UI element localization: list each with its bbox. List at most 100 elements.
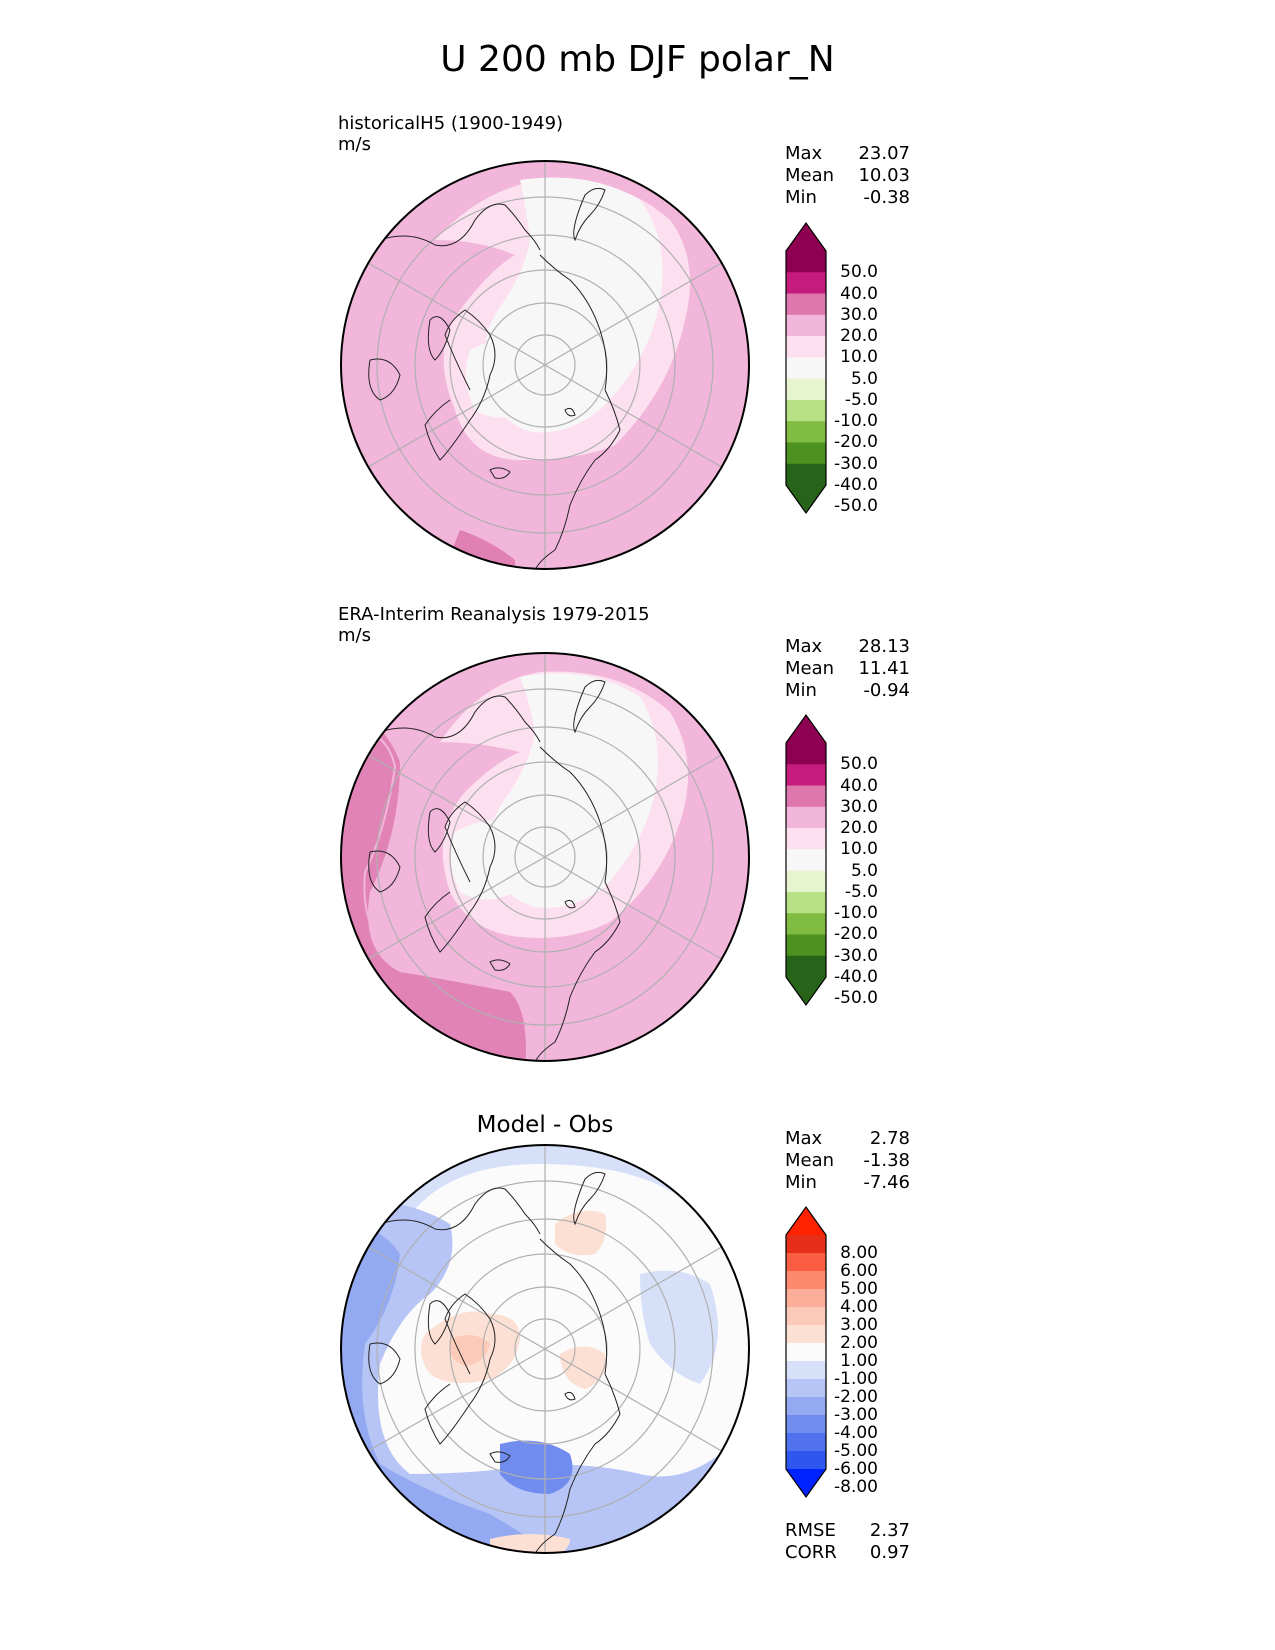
panel-1-polar-map xyxy=(340,160,750,570)
colorbar-tick-label: 4.00 xyxy=(840,1297,878,1317)
colorbar-segment xyxy=(786,1325,826,1344)
colorbar-extend-min xyxy=(786,1469,826,1497)
colorbar-tick-label: -10.0 xyxy=(834,903,878,924)
colorbar-tick-label: -6.00 xyxy=(834,1459,878,1479)
colorbar-segment xyxy=(786,1451,826,1470)
colorbar-tick-label: -20.0 xyxy=(834,432,878,453)
colorbar-outline xyxy=(785,1205,827,1499)
colorbar-tick-label: -20.0 xyxy=(834,924,878,945)
colorbar-tick-label: -2.00 xyxy=(834,1387,878,1407)
colorbar-segment xyxy=(786,785,826,808)
panel-1-units: m/s xyxy=(338,134,371,155)
colorbar-tick-label: -4.00 xyxy=(834,1423,878,1443)
stat-mean-value: 10.03 xyxy=(858,165,910,186)
colorbar-segment xyxy=(786,442,826,465)
stat-mean-label: Mean xyxy=(785,165,835,186)
colorbar-segment xyxy=(786,1235,826,1254)
field-region-neg1 xyxy=(341,1145,749,1294)
colorbar-tick-label: 50.0 xyxy=(840,754,878,775)
colorbar-segment xyxy=(786,314,826,337)
contour xyxy=(363,731,506,983)
coastlines xyxy=(368,1171,621,1553)
map-boundary xyxy=(340,160,750,570)
colorbar-extend-min xyxy=(786,485,826,513)
colorbar-segment xyxy=(786,293,826,316)
colorbar-segment xyxy=(786,1379,826,1398)
colorbar-segment xyxy=(786,336,826,358)
colorbar-tick-label: -40.0 xyxy=(834,475,878,495)
colorbar-tick-label: 20.0 xyxy=(840,818,878,839)
corr-label: CORR xyxy=(785,1542,837,1563)
colorbar-tick-label: 3.00 xyxy=(840,1315,878,1335)
colorbar-tick-label: -5.00 xyxy=(834,1441,878,1461)
colorbar-tick-label: -30.0 xyxy=(834,453,878,474)
panel-2-label: ERA-Interim Reanalysis 1979-2015 xyxy=(338,604,650,625)
stat-min-label: Min xyxy=(785,187,817,208)
colorbar-tick-label: 10.0 xyxy=(840,347,878,368)
colorbar-tick-label: 6.00 xyxy=(840,1261,878,1281)
colorbar-segment xyxy=(786,272,826,295)
colorbar-tick-label: 5.00 xyxy=(840,1279,878,1299)
colorbar-segment xyxy=(786,806,826,829)
stat-max-label: Max xyxy=(785,636,823,657)
colorbar-extend-max xyxy=(786,1207,826,1235)
stat-max-value: 2.78 xyxy=(869,1128,910,1149)
colorbar-tick-label: -50.0 xyxy=(834,988,878,1009)
graticule xyxy=(367,652,723,1062)
panel-3-polar-map xyxy=(340,1144,750,1554)
colorbar-tick-label: -8.00 xyxy=(834,1477,878,1497)
panel-3-title: Model - Obs xyxy=(476,1112,614,1138)
coastlines xyxy=(368,679,621,1061)
colorbar-segment xyxy=(786,1253,826,1272)
colorbar-segment xyxy=(786,421,826,443)
colorbar-segment xyxy=(786,1433,826,1452)
field-region-5b xyxy=(466,336,546,418)
colorbar-outline xyxy=(785,221,827,515)
colorbar-tick-label: -50.0 xyxy=(834,496,878,517)
colorbar-tick-label: -1.00 xyxy=(834,1369,878,1389)
colorbar-tick-label: -30.0 xyxy=(834,945,878,966)
colorbar-tick-label: -10.0 xyxy=(834,411,878,432)
stat-max-value: 23.07 xyxy=(858,143,910,164)
field-region-pos1c xyxy=(560,1346,606,1389)
colorbar-tick-label: 10.0 xyxy=(840,839,878,860)
stat-min-value: -0.38 xyxy=(863,187,910,208)
panel-2-colorbar xyxy=(785,713,827,1007)
colorbar-tick-label: -5.0 xyxy=(844,881,878,902)
colorbar-tick-label: 50.0 xyxy=(840,262,878,283)
stat-mean-value: 11.41 xyxy=(858,658,910,679)
stat-min-value: -0.94 xyxy=(863,680,910,701)
rmse-value: 2.37 xyxy=(869,1520,910,1541)
colorbar-segment xyxy=(786,849,826,872)
colorbar-segment xyxy=(786,463,826,486)
colorbar-tick-label: 5.0 xyxy=(850,368,878,389)
colorbar-tick-label: 1.00 xyxy=(840,1351,878,1371)
colorbar-segment xyxy=(786,934,826,957)
colorbar-segment xyxy=(786,913,826,935)
field-region-neg4 xyxy=(500,1440,573,1494)
stat-mean-label: Mean xyxy=(785,658,835,679)
stat-mean-label: Mean xyxy=(785,1150,835,1171)
colorbar-segment xyxy=(786,1361,826,1380)
colorbar-extend-max xyxy=(786,223,826,251)
colorbar-segment xyxy=(786,743,826,765)
coastlines xyxy=(368,187,621,569)
colorbar-tick-label: 2.00 xyxy=(840,1333,878,1353)
colorbar-tick-label: 30.0 xyxy=(840,304,878,325)
colorbar-tick-label: 5.0 xyxy=(850,860,878,881)
panel-1-colorbar xyxy=(785,221,827,515)
panel-3-colorbar xyxy=(785,1205,827,1499)
field-region-pos1d xyxy=(490,1534,570,1553)
field-region-neg3 xyxy=(341,1224,570,1553)
colorbar-tick-label: 8.00 xyxy=(840,1243,878,1263)
field-region-neg1b xyxy=(640,1270,718,1384)
colorbar-tick-label: -40.0 xyxy=(834,967,878,987)
colorbar-segment xyxy=(786,1271,826,1290)
field-region-pos1b xyxy=(555,1210,607,1256)
panel-1-label: historicalH5 (1900-1949) xyxy=(338,113,564,134)
colorbar-segment xyxy=(786,891,826,914)
panel-2-units: m/s xyxy=(338,625,371,646)
colorbar-tick-label: 20.0 xyxy=(840,326,878,347)
colorbar-tick-label: -5.0 xyxy=(844,389,878,410)
stat-mean-value: -1.38 xyxy=(863,1150,910,1171)
